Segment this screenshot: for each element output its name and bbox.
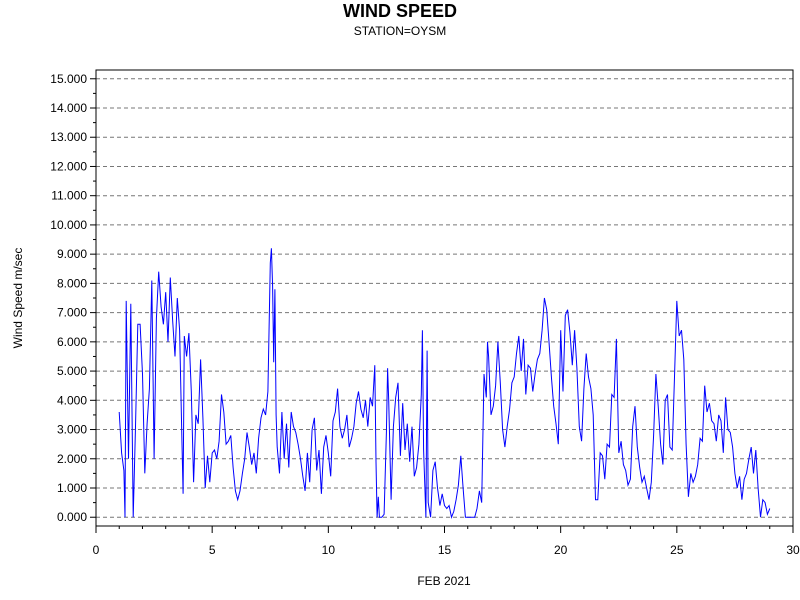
y-axis-label: Wind Speed m/sec [11,248,25,349]
y-tick-label: 2.000 [57,452,87,466]
y-tick-label: 0.000 [57,510,87,524]
x-axis: 0 5 10 15 20 25 30 [93,526,800,557]
y-tick-label: 14.000 [50,101,87,115]
chart-title: WIND SPEED [342,1,457,21]
x-tick-label: 0 [93,543,100,557]
y-tick-label: 7.000 [57,306,87,320]
y-tick-label: 1.000 [57,481,87,495]
y-tick-label: 5.000 [57,364,87,378]
x-tick-label: 20 [554,543,568,557]
wind-speed-line [118,248,771,519]
x-tick-label: 5 [209,543,216,557]
y-tick-label: 12.000 [50,159,87,173]
x-tick-label: 15 [438,543,452,557]
y-tick-label: 3.000 [57,423,87,437]
x-tick-label: 30 [786,543,800,557]
y-axis: 0.000 1.000 2.000 3.000 4.000 5.000 6.000 7.000… [50,72,96,524]
y-tick-label: 11.000 [51,189,87,203]
grid-lines [96,78,793,518]
y-tick-label: 13.000 [50,130,87,144]
x-tick-label: 25 [670,543,684,557]
y-tick-label: 6.000 [57,335,87,349]
y-tick-label: 9.000 [57,247,87,261]
x-axis-label: FEB 2021 [417,574,471,588]
y-tick-label: 15.000 [50,72,87,86]
y-tick-label: 8.000 [57,276,87,290]
chart-subtitle: STATION=OYSM [353,24,447,38]
plot-frame [95,69,794,527]
y-tick-label: 10.000 [50,218,87,232]
y-tick-label: 4.000 [57,393,87,407]
x-tick-label: 10 [322,543,336,557]
